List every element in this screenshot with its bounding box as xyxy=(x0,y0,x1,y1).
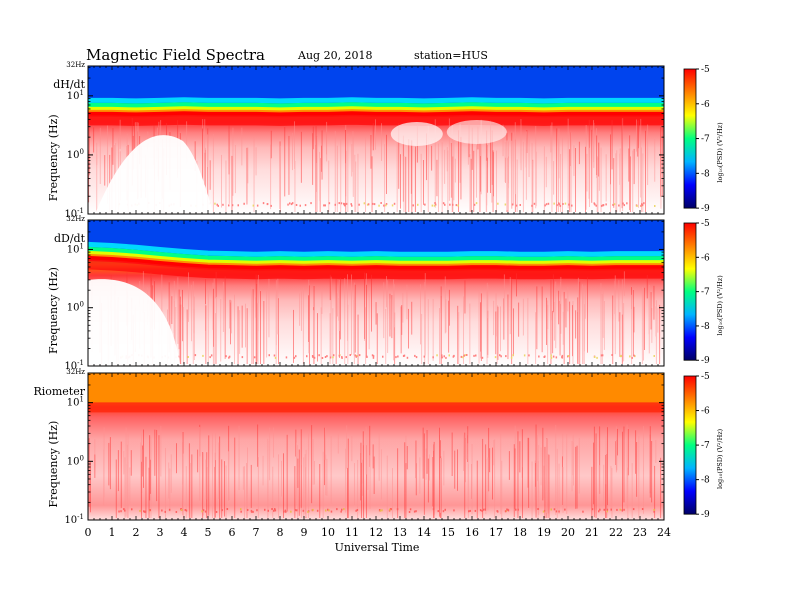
colorbar-tick: -9 xyxy=(701,204,710,214)
y-tick-label: 100 xyxy=(67,454,84,467)
y-axis-label: Frequency (Hz) xyxy=(47,421,60,508)
panel-label: Riometer xyxy=(33,385,85,398)
y-tick-label: 100 xyxy=(67,301,84,314)
colorbar-tick: -7 xyxy=(701,288,710,298)
colorbar-tick: -7 xyxy=(701,135,710,145)
colorbar-tick: -5 xyxy=(701,65,710,75)
x-tick-label: 12 xyxy=(369,526,383,539)
station-label: station=HUS xyxy=(414,49,488,62)
x-tick-label: 10 xyxy=(321,526,335,539)
x-tick-label: 23 xyxy=(633,526,647,539)
colorbar: -5 -6 -7 -8 -9 log₁₀(PSD) (V²/Hz) xyxy=(683,65,724,214)
colorbar-tick: -8 xyxy=(701,322,710,332)
x-tick-label: 4 xyxy=(181,526,188,539)
x-tick-label: 2 xyxy=(133,526,140,539)
x-tick-label: 18 xyxy=(513,526,527,539)
x-tick-label: 5 xyxy=(205,526,212,539)
panel-label: dH/dt xyxy=(53,78,85,91)
y-tick-label: 101 xyxy=(67,242,84,255)
x-tick-label: 20 xyxy=(561,526,575,539)
y-axis-label: Frequency (Hz) xyxy=(47,114,60,201)
y-tick-label: 10-1 xyxy=(64,513,84,526)
colorbar: -5 -6 -7 -8 -9 log₁₀(PSD) (V²/Hz) xyxy=(683,372,724,520)
colorbar-tick: -9 xyxy=(701,510,710,520)
high-frequency-band xyxy=(88,373,664,406)
x-tick-label: 24 xyxy=(657,526,671,539)
date-label: Aug 20, 2018 xyxy=(298,49,373,62)
x-tick-label: 14 xyxy=(417,526,431,539)
colorbar-tick: -5 xyxy=(701,372,710,382)
colorbar-tick: -8 xyxy=(701,476,710,486)
y-top-label: 32Hz xyxy=(66,368,85,376)
x-tick-label: 22 xyxy=(609,526,623,539)
y-tick-label: 101 xyxy=(67,396,84,409)
panel-label: dD/dt xyxy=(54,232,86,245)
x-tick-label: 3 xyxy=(157,526,164,539)
x-tick-label: 21 xyxy=(585,526,599,539)
y-tick-label: 100 xyxy=(67,148,84,161)
x-tick-label: 1 xyxy=(109,526,116,539)
x-tick-label: 16 xyxy=(465,526,479,539)
x-tick-label: 15 xyxy=(441,526,455,539)
x-tick-label: 0 xyxy=(85,526,92,539)
x-tick-label: 13 xyxy=(393,526,407,539)
y-tick-label: 10-1 xyxy=(64,207,84,220)
y-tick-label: 101 xyxy=(67,89,84,102)
colorbar-label: log₁₀(PSD) (V²/Hz) xyxy=(716,275,724,336)
x-axis-label: Universal Time xyxy=(335,541,420,554)
colorbar-tick: -7 xyxy=(701,441,710,451)
x-tick-label: 17 xyxy=(489,526,503,539)
x-tick-label: 19 xyxy=(537,526,551,539)
x-tick-label: 11 xyxy=(345,526,359,539)
y-axis-label: Frequency (Hz) xyxy=(47,267,60,354)
colorbar: -5 -6 -7 -8 -9 log₁₀(PSD) (V²/Hz) xyxy=(683,219,724,366)
colorbar-tick: -6 xyxy=(701,253,710,263)
spectrogram-panel-3: 101 100 10-1 32Hz Riometer Frequency (Hz) xyxy=(33,368,665,526)
x-tick-label: 6 xyxy=(229,526,236,539)
x-tick-label: 7 xyxy=(253,526,260,539)
colorbar-label: log₁₀(PSD) (V²/Hz) xyxy=(716,428,724,489)
page-title: Magnetic Field Spectra xyxy=(86,46,265,64)
colorbar-tick: -6 xyxy=(701,100,710,110)
x-tick-label: 9 xyxy=(301,526,308,539)
y-top-label: 32Hz xyxy=(66,61,85,69)
x-tick-label: 8 xyxy=(277,526,284,539)
colorbar-tick: -5 xyxy=(701,219,710,229)
colorbar-tick: -8 xyxy=(701,169,710,179)
colorbar-tick: -6 xyxy=(701,407,710,417)
y-tick-label: 10-1 xyxy=(64,359,84,372)
y-top-label: 32Hz xyxy=(66,215,85,223)
colorbar-tick: -9 xyxy=(701,356,710,366)
spectrogram-panel-2: 101 100 10-1 32Hz dD/dt Frequency (Hz) xyxy=(47,215,665,372)
colorbar-label: log₁₀(PSD) (V²/Hz) xyxy=(716,122,724,183)
